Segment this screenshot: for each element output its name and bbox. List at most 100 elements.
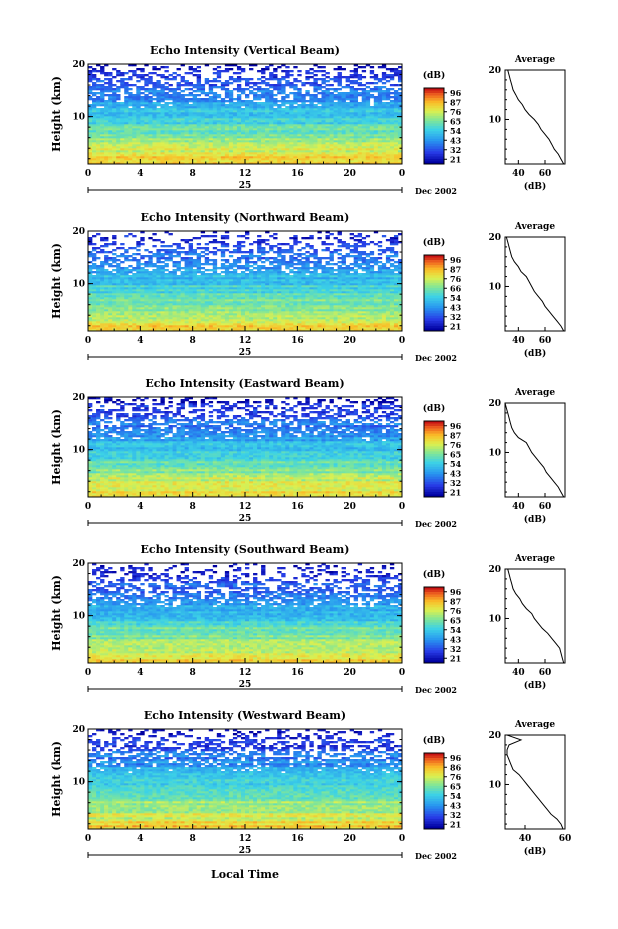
heatmap-cell xyxy=(329,122,334,125)
heatmap-cell xyxy=(200,110,206,113)
heatmap-cell xyxy=(349,114,354,117)
heatmap-cell xyxy=(389,293,395,296)
heatmap-cell xyxy=(208,88,214,91)
heatmap-cell xyxy=(325,128,330,131)
heatmap-cell xyxy=(152,122,157,125)
heatmap-cell xyxy=(128,96,133,99)
heatmap-cell xyxy=(341,160,346,163)
heatmap-cell xyxy=(240,130,246,133)
heatmap-cell xyxy=(253,303,258,306)
heatmap-cell xyxy=(345,303,350,306)
heatmap-cell xyxy=(285,80,290,83)
heatmap-cell xyxy=(220,98,226,101)
heatmap-cell xyxy=(192,84,197,87)
heatmap-cell xyxy=(261,301,266,304)
heatmap-cell xyxy=(224,303,230,306)
heatmap-cell xyxy=(120,106,125,109)
heatmap-cell xyxy=(321,297,326,300)
heatmap-cell xyxy=(301,114,306,117)
heatmap-cell xyxy=(333,325,338,328)
heatmap-cell xyxy=(220,323,226,326)
heatmap-cell xyxy=(377,303,383,306)
heatmap-cell xyxy=(309,307,314,310)
heatmap-cell xyxy=(321,128,326,131)
heatmap-cell xyxy=(293,311,298,314)
heatmap-cell xyxy=(136,98,141,101)
heatmap-cell xyxy=(108,299,113,302)
heatmap-cell xyxy=(357,327,363,330)
heatmap-cell xyxy=(321,305,326,308)
heatmap-cell xyxy=(176,120,181,123)
heatmap-cell xyxy=(277,329,282,332)
heatmap-cell xyxy=(112,126,117,129)
heatmap-cell xyxy=(192,120,197,123)
heatmap-cell xyxy=(136,120,141,123)
heatmap-cell xyxy=(245,160,250,163)
heatmap-cell xyxy=(329,108,334,111)
heatmap-cell xyxy=(124,319,129,322)
heatmap-cell xyxy=(120,108,125,111)
heatmap-cell xyxy=(196,134,202,137)
heatmap-cell xyxy=(112,154,117,157)
heatmap-cell xyxy=(345,321,350,324)
heatmap-cell xyxy=(273,148,278,151)
heatmap-cell xyxy=(192,98,197,101)
heatmap-cell xyxy=(220,134,226,137)
heatmap-cell xyxy=(160,148,165,151)
heatmap-cell xyxy=(204,100,210,103)
heatmap-cell xyxy=(132,72,137,75)
heatmap-cell xyxy=(224,299,230,302)
heatmap-cell xyxy=(261,311,266,314)
heatmap-cell xyxy=(365,295,371,298)
heatmap-cell xyxy=(208,146,214,149)
heatmap-cell xyxy=(212,118,218,121)
heatmap-cell xyxy=(116,293,121,296)
heatmap-cell xyxy=(148,80,153,83)
heatmap-cell xyxy=(96,299,101,302)
heatmap-cell xyxy=(373,325,379,328)
heatmap-cell xyxy=(297,104,302,107)
heatmap-cell xyxy=(293,146,298,149)
heatmap-cell xyxy=(289,122,294,125)
heatmap-cell xyxy=(216,96,222,99)
heatmap-cell xyxy=(365,92,371,95)
heatmap-cell xyxy=(245,305,250,308)
heatmap-cell xyxy=(200,84,206,87)
heatmap-cell xyxy=(144,78,149,81)
heatmap-cell xyxy=(365,329,371,332)
heatmap-cell xyxy=(253,120,258,123)
heatmap-cell xyxy=(277,84,282,87)
heatmap-cell xyxy=(301,154,306,157)
heatmap-cell xyxy=(365,116,371,119)
heatmap-cell xyxy=(293,299,298,302)
heatmap-cell xyxy=(156,104,161,107)
heatmap-cell xyxy=(297,112,302,115)
heatmap-cell xyxy=(224,136,230,139)
heatmap-cell xyxy=(176,142,181,145)
heatmap-cell xyxy=(124,291,129,294)
heatmap-cell xyxy=(357,313,363,316)
heatmap-cell xyxy=(257,104,262,107)
heatmap-cell xyxy=(317,140,322,143)
heatmap-cell xyxy=(96,86,101,89)
heatmap-cell xyxy=(136,295,141,298)
heatmap-cell xyxy=(357,122,363,125)
heatmap-cell xyxy=(393,110,399,113)
heatmap-cell xyxy=(156,162,161,165)
heatmap-cell xyxy=(128,327,133,330)
heatmap-cell xyxy=(176,132,181,135)
heatmap-cell xyxy=(297,118,302,121)
heatmap-cell xyxy=(269,138,274,141)
heatmap-cell xyxy=(116,106,121,109)
heatmap-cell xyxy=(253,102,258,105)
heatmap-cell xyxy=(273,158,278,161)
heatmap-cell xyxy=(128,317,133,320)
heatmap-cell xyxy=(397,329,403,332)
heatmap-cell xyxy=(92,130,97,133)
heatmap-cell xyxy=(124,301,129,304)
heatmap-cell xyxy=(144,108,149,111)
heatmap-cell xyxy=(381,138,387,141)
heatmap-cell xyxy=(385,126,391,129)
heatmap-cell xyxy=(136,144,141,147)
heatmap-cell xyxy=(148,134,153,137)
